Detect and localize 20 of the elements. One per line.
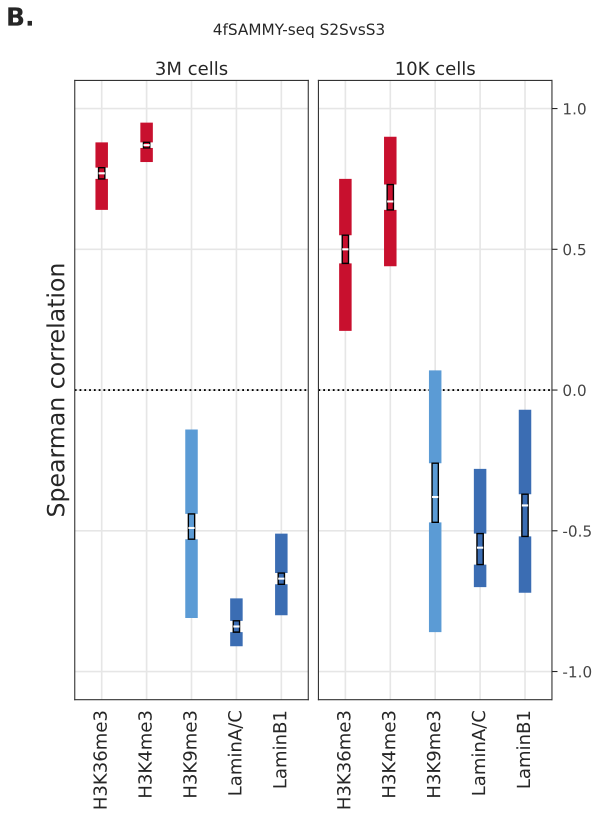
- chart-title: 10K cells: [396, 61, 475, 76]
- y-tick-label: 0.0: [563, 384, 586, 396]
- x-tick-label: H3K4me3: [138, 712, 152, 797]
- text: B.: [8, 7, 32, 26]
- x-tick-label: LaminB1: [516, 712, 530, 788]
- x-tick-label: LaminA/C: [228, 711, 244, 795]
- x-tick-label: H3K4me3: [382, 712, 396, 797]
- text: 4fSAMMY-seq S2SvsS3: [214, 23, 384, 38]
- x-tick-label: H3K9me3: [426, 712, 440, 797]
- x-tick-label: H3K36me3: [93, 712, 107, 808]
- y-tick-label: -0.5: [563, 525, 591, 537]
- x-tick-label: H3K36me3: [336, 712, 351, 808]
- x-tick-label: H3K9me3: [183, 712, 197, 797]
- x-tick-label: LaminA/C: [471, 711, 487, 795]
- chart-title: 3M cells: [156, 61, 228, 76]
- x-tick-label: LaminB1: [272, 712, 287, 788]
- y-tick-label: 0.5: [563, 244, 586, 256]
- y-axis-title: Spearman correlation: [46, 264, 70, 516]
- y-tick-label: 1.0: [564, 103, 586, 115]
- y-tick-label: -1.0: [563, 666, 592, 678]
